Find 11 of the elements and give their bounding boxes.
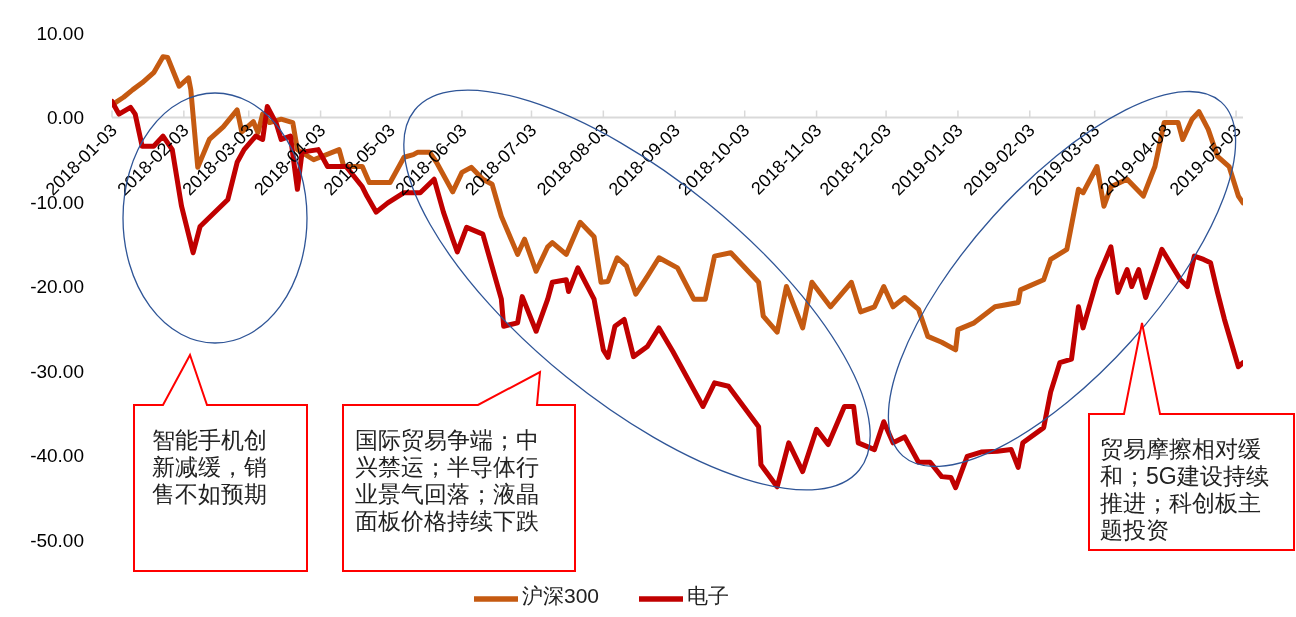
annotation: 智能手机创新减缓，销售不如预期: [152, 427, 268, 508]
y-tick-label: 0.00: [47, 107, 84, 129]
y-tick-label: -30.00: [30, 360, 84, 382]
legend-label: 电子: [687, 584, 730, 608]
y-tick-label: -20.00: [30, 276, 84, 298]
y-tick-label: -40.00: [30, 445, 84, 467]
annotation: 贸易摩擦相对缓和；5G建设持续推进；科创板主题投资: [1100, 436, 1270, 544]
y-tick-label: -50.00: [30, 529, 84, 551]
y-tick-label: 10.00: [36, 22, 84, 44]
legend-label: 沪深300: [521, 584, 600, 608]
annotation: 国际贸易争端；中兴禁运；半导体行业景气回落；液晶面板价格持续下跌: [355, 427, 540, 535]
